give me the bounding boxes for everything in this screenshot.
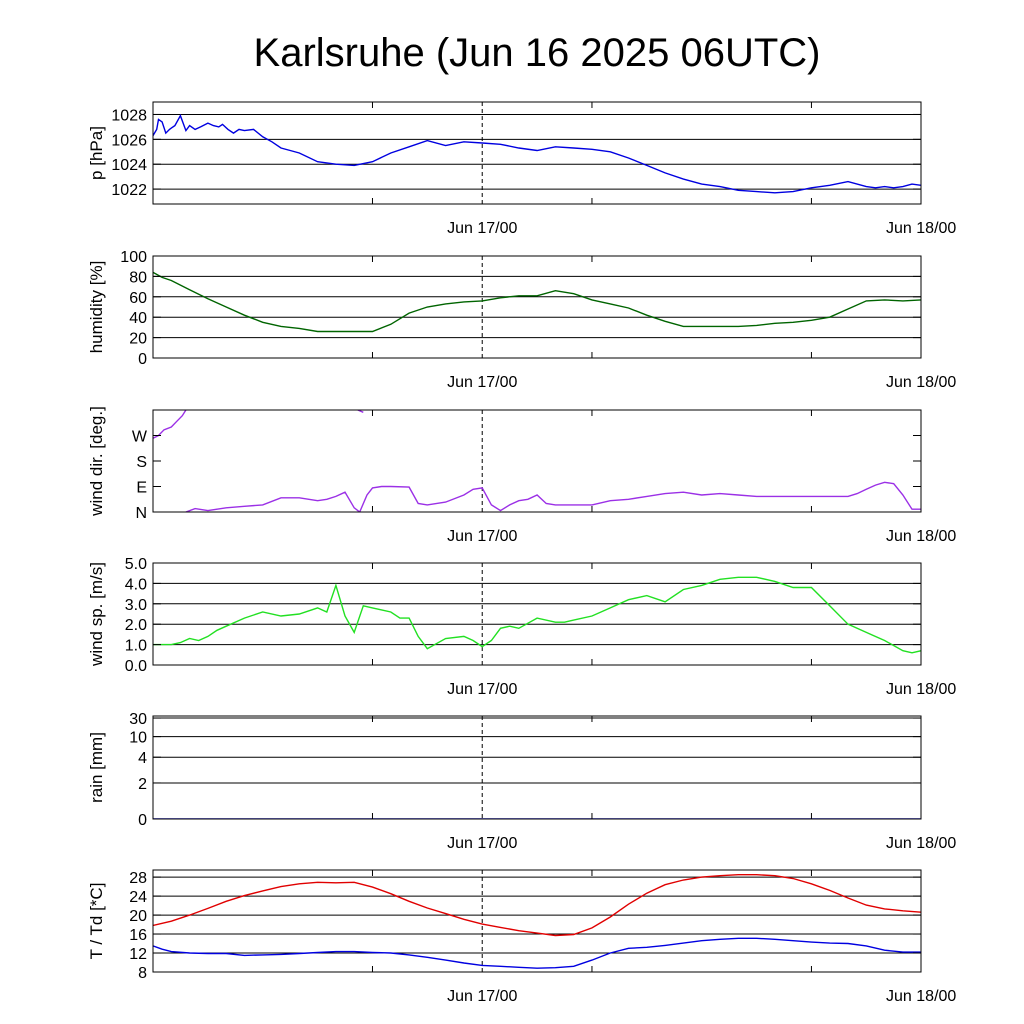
y-tick-label: 28 <box>129 870 147 887</box>
y-tick-label: 0 <box>138 812 147 829</box>
y-tick-label: 0 <box>138 351 147 368</box>
y-tick-label: E <box>136 480 147 497</box>
temperature-series-line-1 <box>153 937 921 969</box>
x-tick-label: Jun 18/00 <box>886 374 956 391</box>
y-tick-label: 10 <box>129 730 147 747</box>
panel-frame <box>152 255 922 359</box>
wind_direction-series-line-2 <box>185 481 921 512</box>
y-tick-label: 12 <box>129 946 147 963</box>
panel-humidity: 0 20 40 60 80 100 Jun 17/00 Jun 18/00 humidity [… <box>87 249 956 391</box>
y-tick-label: 1026 <box>111 132 147 149</box>
pressure-series-line-0 <box>153 114 921 194</box>
y-tick-label: 100 <box>120 249 147 266</box>
x-tick-label: Jun 18/00 <box>886 835 956 852</box>
y-tick-label: 80 <box>129 269 147 286</box>
y-tick-label: 20 <box>129 908 147 925</box>
y-axis-label: T / Td [*C] <box>87 883 106 960</box>
panel-frame <box>152 715 922 820</box>
panel-frame <box>152 562 922 666</box>
panel-rain: 0 2 4 10 30 Jun 17/00 Jun 18/00 rain [mm] <box>87 711 956 852</box>
x-tick-label: Jun 17/00 <box>447 528 517 545</box>
x-tick-label: Jun 17/00 <box>447 835 517 852</box>
y-tick-label: W <box>132 429 148 446</box>
panel-frame <box>152 101 922 205</box>
wind_speed-series-line-0 <box>153 576 921 654</box>
y-tick-label: N <box>135 505 147 522</box>
panel-wind_speed: 0.0 1.0 2.0 3.0 4.0 5.0 Jun 17/00 Jun 18/00 wind… <box>87 556 956 698</box>
x-tick-label: Jun 18/00 <box>886 988 956 1005</box>
y-tick-label: 1022 <box>111 182 147 199</box>
y-tick-label: 8 <box>138 965 147 982</box>
y-tick-label: 20 <box>129 331 147 348</box>
panel-pressure: 1022 1024 1026 1028 Jun 17/00 Jun 18/00 p [hPa… <box>87 101 956 237</box>
y-axis-label: p [hPa] <box>87 126 106 180</box>
y-tick-label: 0.0 <box>125 658 147 675</box>
x-tick-label: Jun 18/00 <box>886 681 956 698</box>
y-tick-label: 3.0 <box>125 597 147 614</box>
y-axis-label: wind sp. [m/s] <box>87 562 106 667</box>
chart-title: Karlsruhe (Jun 16 2025 06UTC) <box>254 31 821 75</box>
x-tick-label: Jun 17/00 <box>447 681 517 698</box>
x-tick-label: Jun 17/00 <box>447 988 517 1005</box>
y-tick-label: 1024 <box>111 157 147 174</box>
temperature-series-line-0 <box>153 874 921 937</box>
y-tick-label: 5.0 <box>125 556 147 573</box>
y-tick-label: 60 <box>129 290 147 307</box>
panel-frame <box>152 869 922 973</box>
y-tick-label: 1.0 <box>125 638 147 655</box>
x-tick-label: Jun 18/00 <box>886 528 956 545</box>
y-tick-label: S <box>136 454 147 471</box>
y-axis-label: wind dir. [deg.] <box>87 406 106 517</box>
wind_direction-series-line-0 <box>153 410 187 439</box>
y-tick-label: 2 <box>138 776 147 793</box>
panel-temperature: 8 12 16 20 24 28 Jun 17/00 Jun 18/00 T / Td [*C] <box>87 869 956 1005</box>
x-tick-label: Jun 17/00 <box>447 220 517 237</box>
x-tick-label: Jun 17/00 <box>447 374 517 391</box>
y-tick-label: 16 <box>129 927 147 944</box>
y-tick-label: 2.0 <box>125 617 147 634</box>
y-tick-label: 40 <box>129 310 147 327</box>
x-tick-label: Jun 18/00 <box>886 220 956 237</box>
y-tick-label: 4 <box>138 750 147 767</box>
humidity-series-line-0 <box>153 271 921 333</box>
y-axis-label: rain [mm] <box>87 732 106 803</box>
y-tick-label: 30 <box>129 711 147 728</box>
y-tick-label: 4.0 <box>125 576 147 593</box>
y-tick-label: 24 <box>129 889 147 906</box>
y-tick-label: 1028 <box>111 107 147 124</box>
y-axis-label: humidity [%] <box>87 261 106 354</box>
